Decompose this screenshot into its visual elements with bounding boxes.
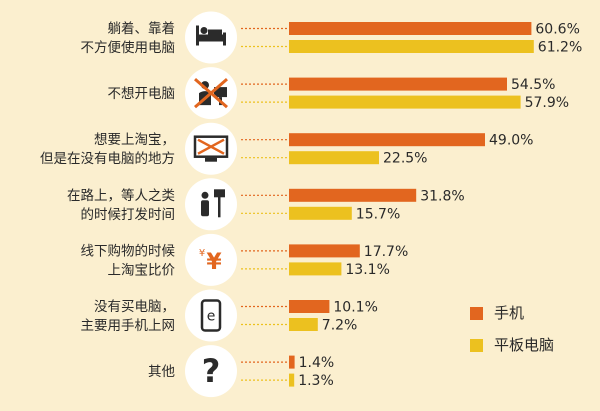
- person-in-bed-icon: [185, 11, 237, 64]
- legend-swatch-tablet: [470, 339, 483, 352]
- category-label: 想要上淘宝，但是在没有电脑的地方: [40, 132, 175, 167]
- svg-text:e: e: [207, 309, 216, 325]
- category-label: 其他: [148, 364, 175, 380]
- chart-row: 躺着、靠着不方便使用电脑 60.6% 61.2%: [81, 11, 582, 64]
- value-label: 22.5%: [383, 151, 427, 167]
- legend-label: 平板电脑: [494, 336, 554, 354]
- phone-browser-icon: e: [185, 289, 237, 342]
- bar-tablet: [289, 373, 295, 387]
- bar-tablet: [289, 262, 342, 276]
- category-label: 没有买电脑，主要用手机上网: [81, 299, 176, 334]
- bar-tablet: [289, 318, 318, 331]
- chart-row: 在路上，等人之类的时候打发时间 31.8% 15.7%: [67, 178, 465, 231]
- category-label: 线下购物的时候上淘宝比价: [81, 243, 176, 278]
- bar-phone: [289, 244, 360, 258]
- value-label: 1.4%: [299, 355, 335, 371]
- value-label: 1.3%: [298, 373, 334, 389]
- value-label: 17.7%: [364, 244, 408, 260]
- yen-icon: ¥ ¥: [185, 233, 237, 286]
- legend-swatch-phone: [470, 307, 483, 320]
- value-label: 57.9%: [525, 95, 569, 111]
- legend-label: 手机: [494, 304, 524, 322]
- category-label: 躺着、靠着不方便使用电脑: [81, 20, 176, 56]
- value-label: 10.1%: [333, 300, 377, 316]
- svg-text:¥: ¥: [206, 250, 222, 275]
- chart-row: 不想开电脑 54.5% 57.9%: [108, 67, 569, 120]
- bar-phone: [289, 22, 532, 35]
- bar-phone: [289, 133, 485, 147]
- crossed-monitor-icon: [185, 122, 237, 175]
- value-label: 60.6%: [535, 22, 579, 38]
- no-computer-icon: [185, 67, 237, 120]
- value-label: 31.8%: [420, 188, 464, 204]
- chart-row: 没有买电脑，主要用手机上网 e 10.1% 7.2%: [81, 289, 378, 342]
- value-label: 49.0%: [489, 133, 533, 149]
- category-label: 在路上，等人之类的时候打发时间: [67, 187, 175, 223]
- chart-row: 想要上淘宝，但是在没有电脑的地方 49.0% 22.5%: [40, 122, 533, 175]
- chart-rows: 躺着、靠着不方便使用电脑 60.6% 61.2% 不想开电脑 54.5% 57.9% 想要上…: [40, 11, 582, 398]
- bar-tablet: [289, 206, 352, 220]
- bar-tablet: [289, 95, 521, 109]
- bar-phone: [289, 355, 295, 369]
- person-at-bus-stop-icon: [185, 178, 237, 231]
- value-label: 15.7%: [356, 206, 400, 222]
- bar-phone: [289, 188, 417, 202]
- chart-row: 其他? 1.4% 1.3%: [148, 345, 335, 398]
- category-label: 不想开电脑: [108, 86, 176, 102]
- bar-phone: [289, 300, 330, 313]
- svg-text:?: ?: [202, 352, 221, 390]
- value-label: 54.5%: [511, 77, 555, 93]
- value-label: 13.1%: [345, 262, 389, 278]
- svg-text:¥: ¥: [199, 248, 205, 259]
- bar-tablet: [289, 40, 534, 53]
- chart-row: 线下购物的时候上淘宝比价¥ ¥17.7%13.1%: [81, 233, 408, 286]
- value-label: 61.2%: [538, 40, 582, 56]
- bar-phone: [289, 77, 507, 91]
- bar-tablet: [289, 151, 379, 165]
- question-icon: ?: [185, 345, 237, 398]
- value-label: 7.2%: [322, 318, 358, 334]
